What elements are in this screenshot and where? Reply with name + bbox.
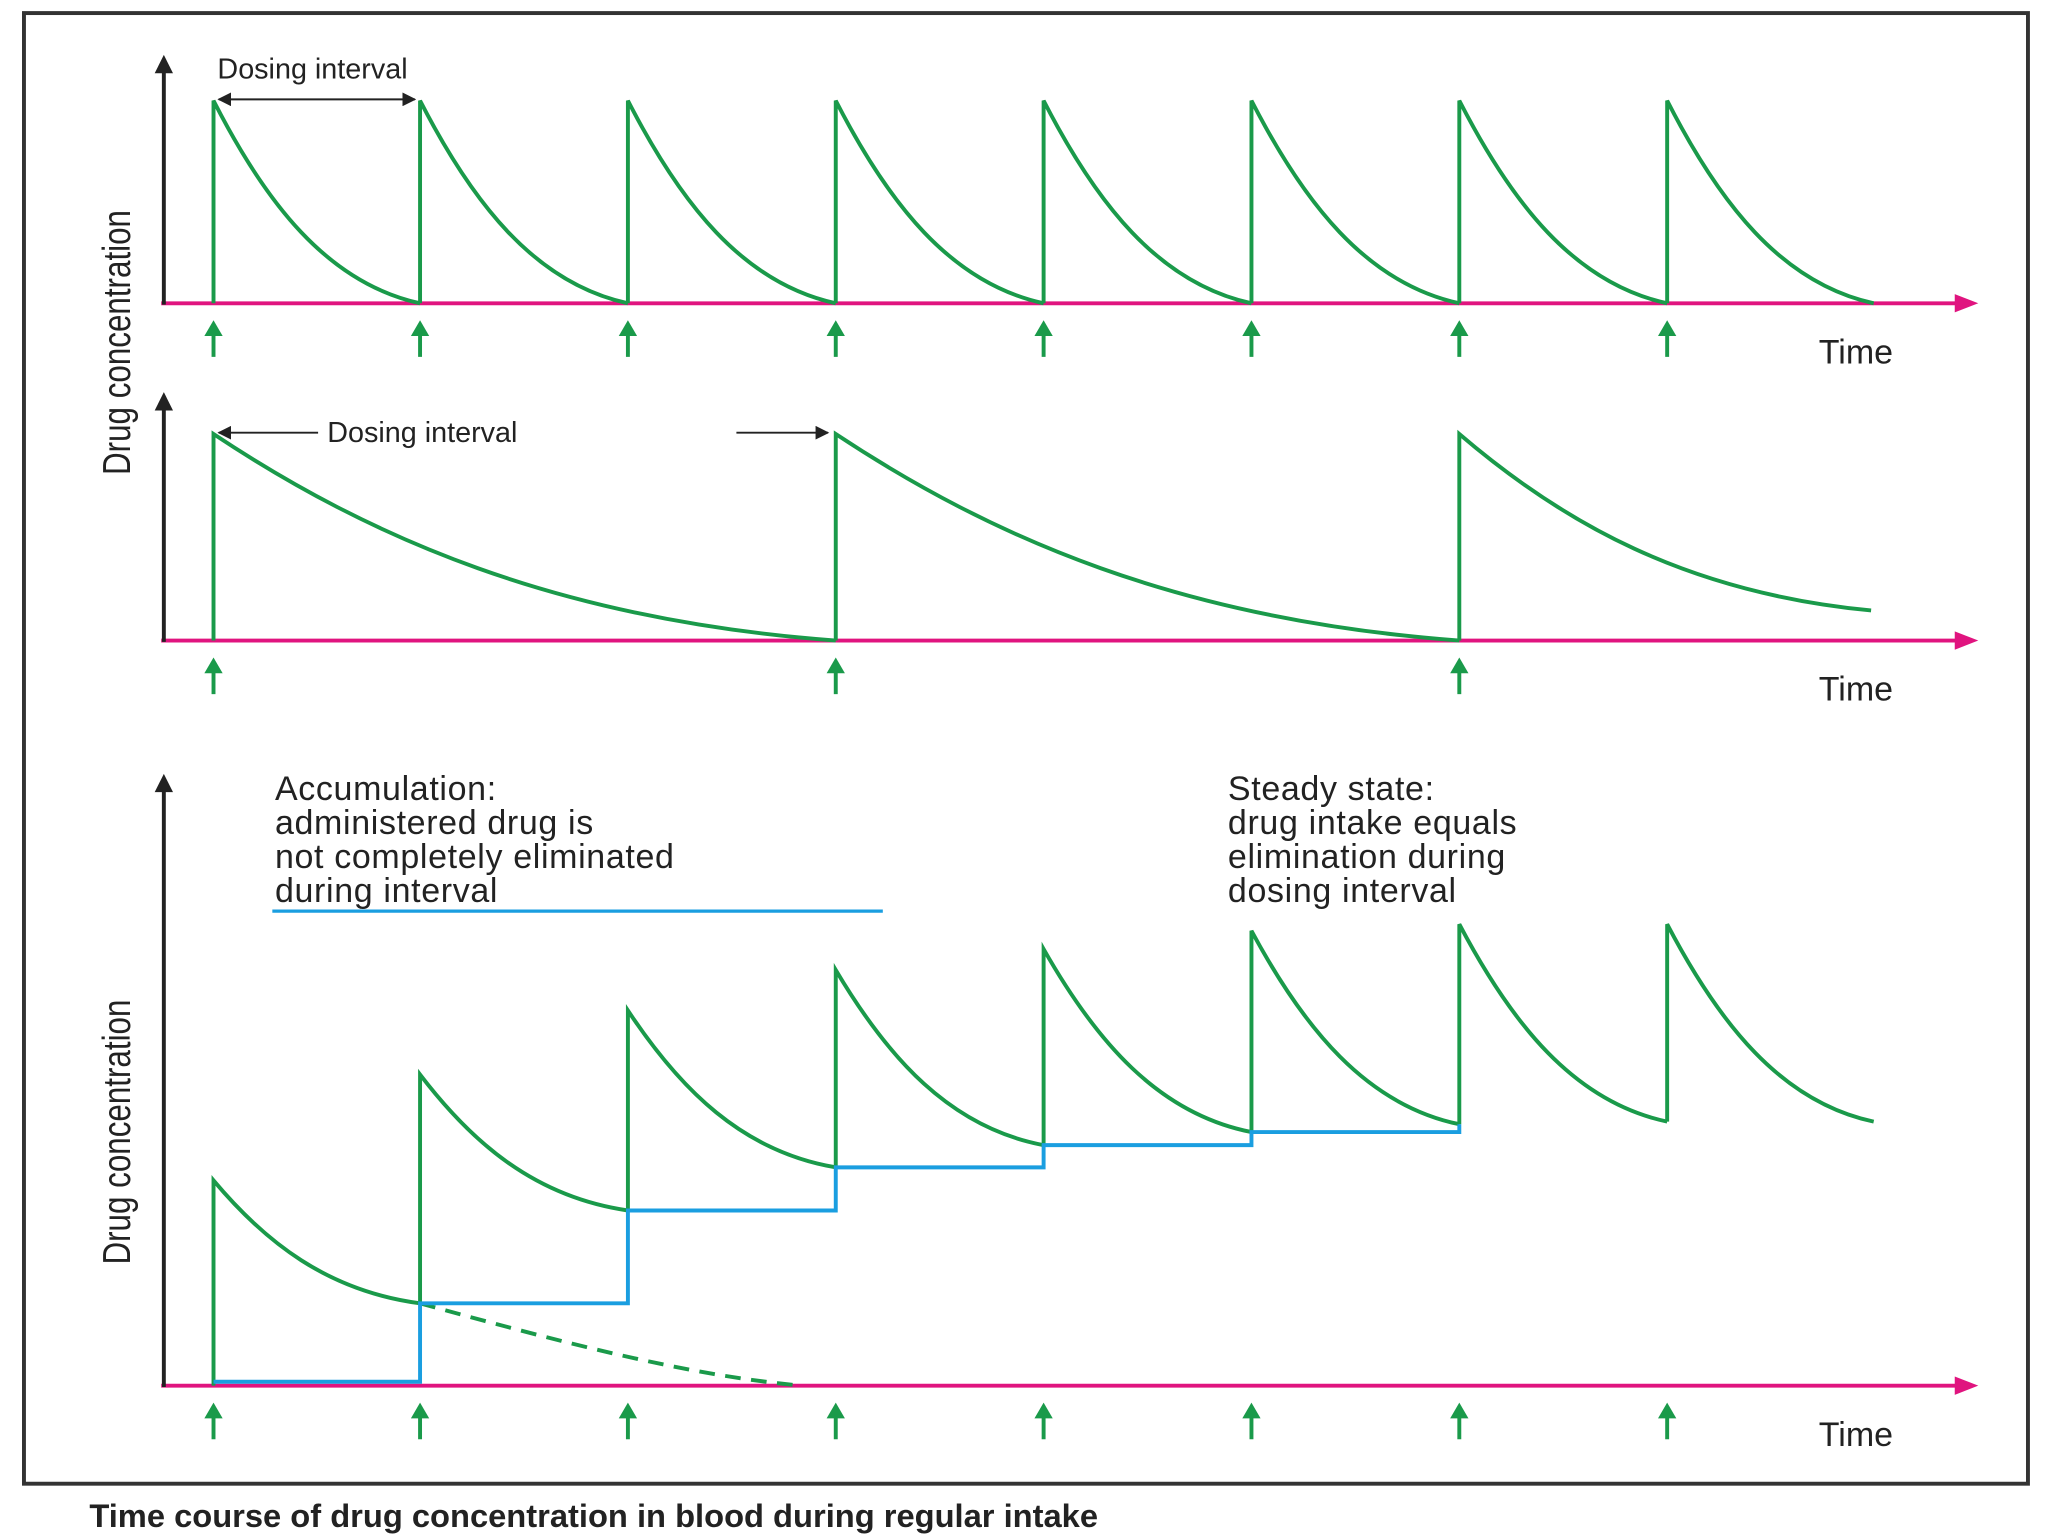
concentration-curve xyxy=(1457,923,1668,1125)
y-axis-arrow xyxy=(154,773,173,793)
concentration-curve xyxy=(833,99,1045,306)
concentration-curve xyxy=(418,1068,629,1304)
dose-arrow-head xyxy=(204,657,223,674)
dose-arrow-head xyxy=(1242,1402,1261,1419)
dose-arrow-head xyxy=(1242,320,1261,336)
concentration-curve xyxy=(211,1175,421,1386)
dose-arrow-head xyxy=(826,657,845,674)
annotation-line: Steady state: xyxy=(1228,770,1435,808)
dose-arrow-head xyxy=(410,320,430,336)
dose-arrow-head xyxy=(1450,657,1469,674)
x-axis-arrow xyxy=(1954,631,1979,650)
dose-arrow-head xyxy=(410,1402,430,1419)
annotation-line: drug intake equals xyxy=(1228,804,1517,842)
concentration-curve xyxy=(833,962,1044,1168)
annotation-line: during interval xyxy=(275,872,498,910)
concentration-curve xyxy=(625,1003,837,1211)
elimination-dashed xyxy=(419,1301,802,1388)
dose-arrow-head xyxy=(826,1402,845,1419)
annotation-line: administered drug is xyxy=(275,804,594,842)
dose-arrow-head xyxy=(618,1402,638,1419)
annotation: Steady state: drug intake equals elimina… xyxy=(1228,770,1517,910)
dose-arrow-head xyxy=(1034,1402,1053,1419)
x-axis-arrow xyxy=(1954,1376,1979,1395)
x-axis-arrow xyxy=(1954,294,1979,313)
x-label: Time xyxy=(1819,333,1893,371)
dose-arrow-head xyxy=(618,320,638,336)
annotation-line: Accumulation: xyxy=(275,770,497,808)
annotation: Accumulation: administered drug is not c… xyxy=(275,770,675,910)
dose-arrow-head xyxy=(1658,320,1677,336)
annotation-line: not completely eliminated xyxy=(275,838,675,876)
y-axis-arrow xyxy=(154,54,173,74)
accumulation-staircase xyxy=(213,1124,1462,1384)
concentration-curve xyxy=(1457,429,1872,641)
x-label: Time xyxy=(1819,671,1893,709)
dose-arrow-head xyxy=(1658,1402,1677,1419)
frame xyxy=(22,11,2030,1486)
concentration-curve xyxy=(1041,99,1252,306)
y-axis-arrow xyxy=(154,392,173,411)
dose-arrow-head xyxy=(204,1402,223,1419)
annotation-line: elimination during xyxy=(1228,838,1506,876)
concentration-curve xyxy=(211,99,421,306)
dose-arrow-head xyxy=(1034,320,1053,336)
concentration-curve xyxy=(211,430,836,643)
dose-arrow-head xyxy=(204,320,223,336)
x-label: Time xyxy=(1819,1416,1893,1454)
y-label: Drug concentration xyxy=(95,210,139,475)
concentration-curve xyxy=(833,430,1460,643)
concentration-curve xyxy=(625,99,837,306)
concentration-curve xyxy=(1041,941,1252,1146)
interval-label: Dosing interval xyxy=(217,53,407,85)
concentration-curve xyxy=(418,99,629,306)
annotation-line: dosing interval xyxy=(1228,872,1457,910)
dose-arrow-head xyxy=(826,320,845,336)
y-label: Drug concentration xyxy=(95,1000,139,1265)
concentration-curve xyxy=(1665,99,1875,306)
concentration-curve xyxy=(1249,99,1460,306)
concentration-curve xyxy=(1665,923,1875,1124)
dose-arrow-head xyxy=(1450,1402,1469,1419)
concentration-curve xyxy=(1249,929,1460,1133)
caption: Time course of drug concentration in blo… xyxy=(89,1497,1098,1534)
interval-label: Dosing interval xyxy=(327,417,517,449)
dose-arrow-head xyxy=(1450,320,1469,336)
concentration-curve xyxy=(1457,99,1668,306)
